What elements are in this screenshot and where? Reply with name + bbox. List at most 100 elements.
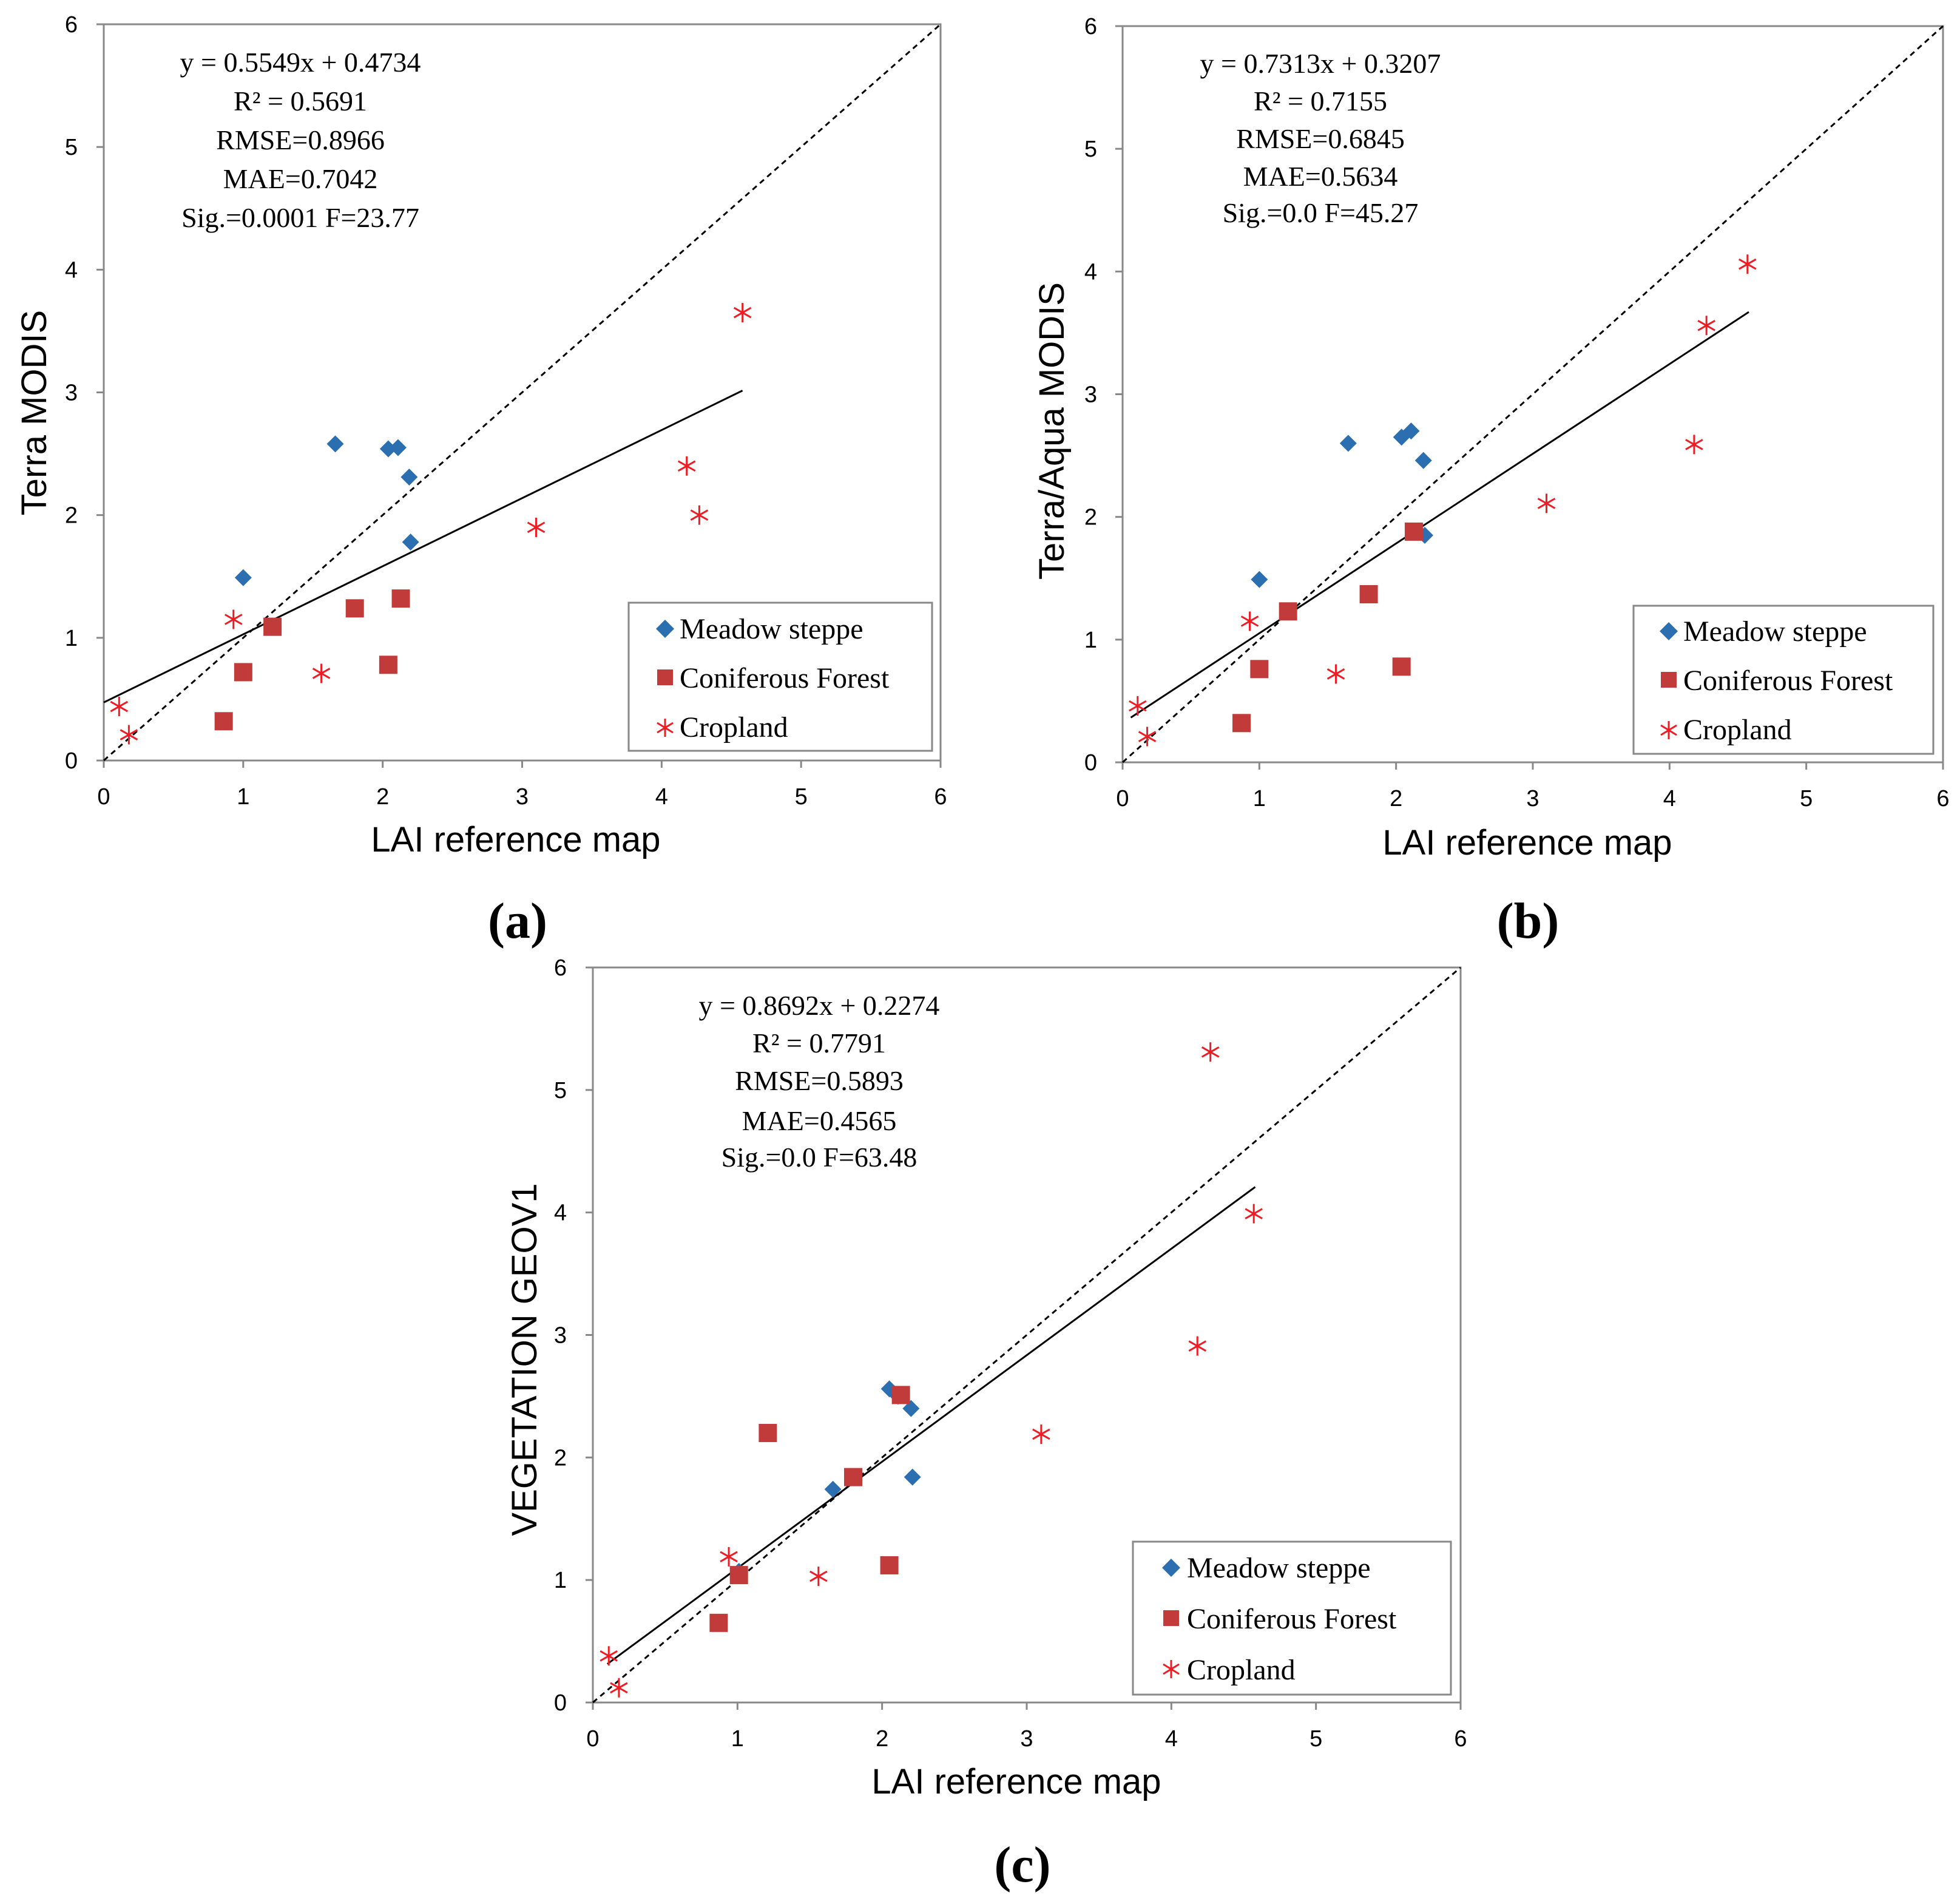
legend-box <box>627 601 933 752</box>
legend-label-cropland: Cropland <box>1187 1654 1296 1686</box>
y-tick-label: 0 <box>65 748 78 774</box>
y-tick-label: 6 <box>1084 14 1097 39</box>
meadow-steppe-point <box>326 435 344 453</box>
coniferous-forest-point <box>1232 714 1251 733</box>
coniferous-forest-point <box>709 1613 728 1632</box>
mae: MAE=0.5634 <box>1243 161 1398 192</box>
x-tick-label: 1 <box>731 1726 744 1752</box>
stats-box: y = 0.5549x + 0.4734 R² = 0.5691 RMSE=0.… <box>180 47 421 233</box>
legend-asterisk-icon <box>657 719 674 737</box>
regression-line <box>606 1186 1256 1665</box>
meadow-steppe-point <box>379 440 397 458</box>
coniferous-forest-point <box>1404 522 1423 541</box>
legend-diamond-icon <box>656 620 674 638</box>
panel-label: (b) <box>1497 893 1560 949</box>
significance: Sig.=0.0 F=45.27 <box>1223 197 1419 228</box>
y-tick-label: 1 <box>554 1568 567 1593</box>
y-tick-label: 0 <box>1084 750 1097 776</box>
tick-group: 0 1 2 3 4 5 6 0 1 2 3 4 5 6 <box>1084 14 1950 811</box>
y-tick-label: 5 <box>65 135 78 160</box>
legend: Meadow steppe Coniferous Forest Cropland <box>627 601 933 752</box>
x-tick-label: 2 <box>876 1726 888 1752</box>
x-axis-label: LAI reference map <box>1382 823 1672 862</box>
meadow-steppe-point <box>234 569 252 586</box>
y-tick-label: 1 <box>65 626 78 651</box>
y-tick-label: 4 <box>554 1201 567 1226</box>
r-squared: R² = 0.7791 <box>752 1028 886 1059</box>
coniferous-forest-point <box>1392 657 1411 676</box>
cropland-point <box>600 1646 618 1666</box>
y-tick-label: 3 <box>554 1323 567 1349</box>
panel-label: (c) <box>994 1837 1050 1893</box>
cropland-point <box>1138 727 1157 747</box>
coniferous-forest-point <box>759 1423 777 1442</box>
legend: Meadow steppe Coniferous Forest Cropland <box>1132 1540 1452 1696</box>
point-group <box>600 1042 1263 1698</box>
legend-box <box>1632 605 1935 755</box>
panel-label: (a) <box>488 893 547 949</box>
stats-box: y = 0.8692x + 0.2274 R² = 0.7791 RMSE=0.… <box>699 990 940 1173</box>
x-tick-label: 0 <box>586 1726 599 1752</box>
y-tick-label: 0 <box>554 1690 567 1716</box>
x-tick-label: 5 <box>1309 1726 1322 1752</box>
x-tick-label: 2 <box>376 784 389 810</box>
regression-equation: y = 0.5549x + 0.4734 <box>180 47 421 78</box>
coniferous-forest-point <box>880 1556 899 1574</box>
cropland-point <box>1326 664 1345 684</box>
x-tick-label: 0 <box>97 784 110 810</box>
x-tick-label: 4 <box>1165 1726 1178 1752</box>
meadow-steppe-point <box>389 439 407 456</box>
x-axis-label: LAI reference map <box>371 820 660 859</box>
coniferous-forest-point <box>891 1386 910 1404</box>
x-axis-label: LAI reference map <box>871 1762 1161 1801</box>
y-axis-label: Terra/Aqua MODIS <box>1032 282 1072 580</box>
legend-label-cropland: Cropland <box>680 711 788 744</box>
cropland-point <box>677 456 696 476</box>
x-tick-label: 1 <box>237 784 249 810</box>
regression-line <box>103 390 743 703</box>
cropland-point <box>1032 1424 1050 1444</box>
y-axis-label: Terra MODIS <box>15 310 54 515</box>
meadow-steppe-point <box>402 534 419 551</box>
y-tick-label: 2 <box>65 503 78 529</box>
coniferous-forest-point <box>1250 660 1269 679</box>
cropland-point <box>733 303 752 323</box>
point-group <box>110 303 752 745</box>
cropland-point <box>1129 696 1147 716</box>
coniferous-forest-point <box>391 589 410 608</box>
legend: Meadow steppe Coniferous Forest Cropland <box>1632 605 1935 755</box>
meadow-steppe-point <box>904 1468 921 1486</box>
coniferous-forest-point <box>263 617 282 636</box>
cropland-point <box>527 517 546 537</box>
cropland-point <box>110 697 129 717</box>
x-tick-label: 6 <box>1936 786 1949 811</box>
mae: MAE=0.4565 <box>742 1105 897 1136</box>
y-tick-label: 4 <box>65 257 78 283</box>
cropland-point <box>809 1567 828 1587</box>
tick-group: 0 1 2 3 4 5 6 0 1 2 3 4 5 6 <box>554 955 1467 1752</box>
legend-label-conifer: Coniferous Forest <box>1683 665 1893 697</box>
line-group <box>1121 25 1944 764</box>
x-tick-label: 5 <box>795 784 808 810</box>
rmse: RMSE=0.8966 <box>216 124 385 155</box>
legend-box <box>1132 1540 1452 1696</box>
y-tick-label: 3 <box>1084 382 1097 408</box>
legend-diamond-icon <box>1162 1559 1180 1577</box>
significance: Sig.=0.0001 F=23.77 <box>181 202 419 233</box>
coniferous-forest-point <box>379 656 397 674</box>
x-tick-label: 4 <box>1663 786 1676 811</box>
legend-label-conifer: Coniferous Forest <box>680 662 890 694</box>
line-group <box>103 23 941 762</box>
y-tick-label: 3 <box>65 381 78 406</box>
x-tick-label: 1 <box>1253 786 1266 811</box>
y-tick-label: 6 <box>65 12 78 38</box>
panel-b: 0 1 2 3 4 5 6 0 1 2 3 4 5 6 y = 0.7313x + 0.3207 R² =… <box>1032 14 1950 949</box>
identity-line <box>103 23 941 762</box>
regression-equation: y = 0.8692x + 0.2274 <box>699 990 940 1021</box>
x-tick-label: 2 <box>1390 786 1402 811</box>
regression-line <box>1130 311 1749 719</box>
coniferous-forest-point <box>214 712 233 731</box>
cropland-point <box>1245 1204 1263 1224</box>
legend-asterisk-icon <box>1163 1660 1180 1678</box>
regression-equation: y = 0.7313x + 0.3207 <box>1200 48 1441 79</box>
